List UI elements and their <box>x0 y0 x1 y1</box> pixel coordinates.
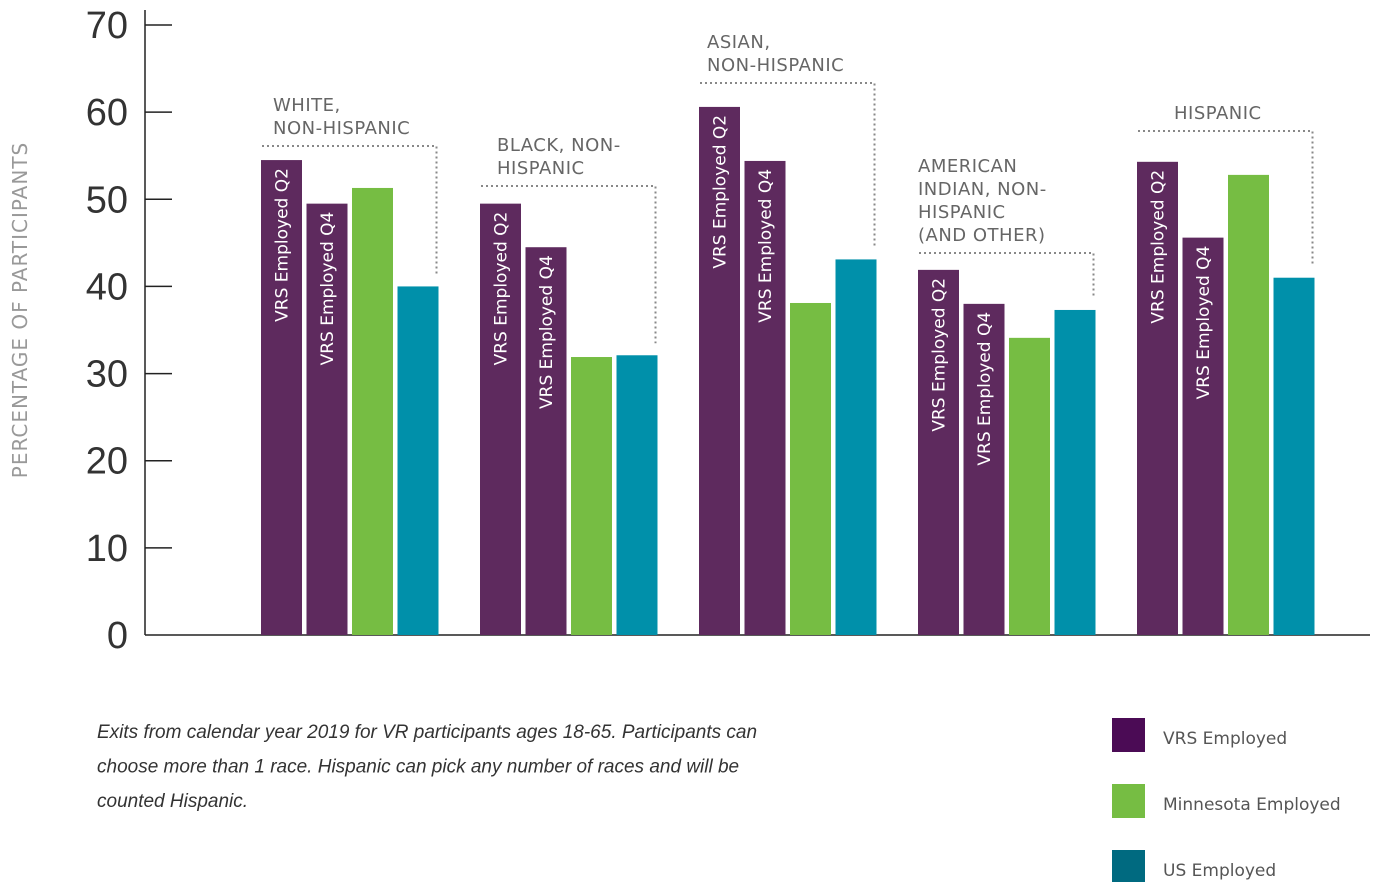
bar <box>616 355 658 635</box>
bar-series-label: VRS Employed Q2 <box>930 278 950 432</box>
group-label: NON-HISPANIC <box>273 118 410 139</box>
bar <box>1137 161 1178 636</box>
group-label: ASIAN, <box>707 32 771 53</box>
bar <box>306 203 348 635</box>
group-label: AMERICAN <box>918 156 1017 177</box>
bar <box>397 286 439 635</box>
bar <box>1009 337 1050 635</box>
y-tick-label: 30 <box>86 354 128 396</box>
y-tick-label: 10 <box>86 528 128 570</box>
bar <box>744 160 786 635</box>
bar-series-label: VRS Employed Q2 <box>492 212 512 366</box>
bar-series-label: VRS Employed Q4 <box>756 169 776 323</box>
group-label: (AND OTHER) <box>918 225 1045 246</box>
legend-swatch <box>1112 784 1145 818</box>
bar <box>790 302 831 635</box>
bar-series-label: VRS Employed Q2 <box>1149 170 1169 324</box>
y-tick-label: 20 <box>86 441 128 483</box>
bar <box>261 160 302 636</box>
group-bracket <box>262 145 438 275</box>
legend-swatch <box>1112 718 1145 752</box>
bar <box>525 247 567 635</box>
bar <box>1054 309 1096 635</box>
bar <box>835 259 877 635</box>
group-label: HISPANIC <box>1174 103 1262 124</box>
bar <box>480 203 521 635</box>
group-label: NON-HISPANIC <box>707 55 844 76</box>
bar-series-label: VRS Employed Q4 <box>537 255 557 409</box>
bar <box>1182 237 1224 635</box>
bar <box>963 303 1005 635</box>
bar <box>352 187 393 635</box>
group-label: HISPANIC <box>918 202 1006 223</box>
bar <box>699 106 740 635</box>
bar <box>918 269 959 635</box>
note: counted Hispanic. <box>97 791 248 812</box>
legend-label: Minnesota Employed <box>1163 795 1341 815</box>
legend-label: VRS Employed <box>1163 729 1287 749</box>
y-tick-label: 50 <box>86 179 128 221</box>
y-tick-label: 40 <box>86 266 128 308</box>
y-tick-label: 70 <box>86 5 128 47</box>
note: Exits from calendar year 2019 for VR par… <box>97 722 757 743</box>
note: choose more than 1 race. Hispanic can pi… <box>97 757 739 778</box>
group-label: BLACK, NON- <box>497 135 621 156</box>
y-tick-label: 60 <box>86 92 128 134</box>
y-axis-label: PERCENTAGE OF PARTICIPANTS <box>8 142 32 478</box>
group-label: INDIAN, NON- <box>918 179 1047 200</box>
bar-series-label: VRS Employed Q4 <box>1194 246 1214 400</box>
legend-label: US Employed <box>1163 861 1276 881</box>
legend-swatch <box>1112 850 1145 882</box>
bar-series-label: VRS Employed Q2 <box>273 168 293 322</box>
bar-series-label: VRS Employed Q4 <box>318 212 338 366</box>
bar <box>1273 277 1315 635</box>
bar-series-label: VRS Employed Q2 <box>711 115 731 269</box>
y-tick-label: 0 <box>107 615 128 657</box>
bar-series-label: VRS Employed Q4 <box>975 312 995 466</box>
bar <box>1228 174 1269 635</box>
bar <box>571 357 612 635</box>
group-label: WHITE, <box>273 95 341 116</box>
group-label: HISPANIC <box>497 158 585 179</box>
